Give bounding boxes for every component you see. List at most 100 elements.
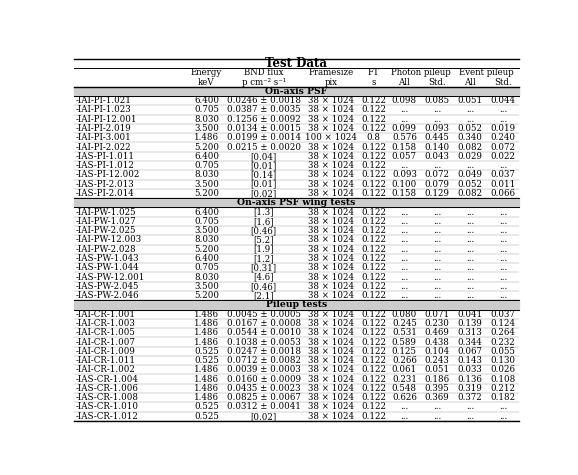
Text: 0.122: 0.122 <box>361 180 386 189</box>
Text: ...: ... <box>466 105 474 114</box>
Text: [0.02]: [0.02] <box>251 412 277 421</box>
Text: 0.266: 0.266 <box>392 356 417 365</box>
Text: ...: ... <box>499 236 507 244</box>
Text: 0.525: 0.525 <box>194 412 219 421</box>
Text: ...: ... <box>466 161 474 170</box>
Text: 1.486: 1.486 <box>194 393 219 402</box>
Text: 6.400: 6.400 <box>194 152 219 161</box>
Text: ...: ... <box>400 114 409 124</box>
Text: 0.041: 0.041 <box>457 310 483 319</box>
Text: 38 × 1024: 38 × 1024 <box>308 338 354 346</box>
Text: 0.108: 0.108 <box>490 375 516 384</box>
Text: 0.100: 0.100 <box>392 180 417 189</box>
Text: 38 × 1024: 38 × 1024 <box>308 263 354 272</box>
Text: 0.122: 0.122 <box>361 114 386 124</box>
Text: 38 × 1024: 38 × 1024 <box>308 347 354 356</box>
Text: 0.264: 0.264 <box>491 328 516 337</box>
Text: ...: ... <box>466 217 474 226</box>
Bar <box>75 300 519 310</box>
Text: [2.1]: [2.1] <box>253 291 274 300</box>
Text: -IAI-CR-1.003: -IAI-CR-1.003 <box>76 319 136 328</box>
Text: -IAI-PW-1.025: -IAI-PW-1.025 <box>76 208 136 217</box>
Text: 38 × 1024: 38 × 1024 <box>308 105 354 114</box>
Text: 0.124: 0.124 <box>490 319 516 328</box>
Text: 0.438: 0.438 <box>425 338 450 346</box>
Text: 0.0544 ± 0.0010: 0.0544 ± 0.0010 <box>227 328 301 337</box>
Text: 0.122: 0.122 <box>361 124 386 133</box>
Text: 0.230: 0.230 <box>425 319 450 328</box>
Text: 38 × 1024: 38 × 1024 <box>308 180 354 189</box>
Text: 3.500: 3.500 <box>194 124 219 133</box>
Text: 0.212: 0.212 <box>490 384 516 393</box>
Text: ...: ... <box>499 161 507 170</box>
Text: -IAS-PI-1.012: -IAS-PI-1.012 <box>76 161 135 170</box>
Text: 5.200: 5.200 <box>194 142 219 152</box>
Text: 38 × 1024: 38 × 1024 <box>308 319 354 328</box>
Text: Test Data: Test Data <box>265 57 327 70</box>
Text: 5.200: 5.200 <box>194 189 219 198</box>
Text: 1.486: 1.486 <box>194 375 219 384</box>
Text: 0.122: 0.122 <box>361 393 386 402</box>
Text: 0.122: 0.122 <box>361 328 386 337</box>
Text: 0.372: 0.372 <box>458 393 483 402</box>
Text: 0.026: 0.026 <box>490 365 516 374</box>
Text: -IAI-PI-1.023: -IAI-PI-1.023 <box>76 105 131 114</box>
Text: 0.080: 0.080 <box>392 310 417 319</box>
Text: [1.9]: [1.9] <box>253 245 274 254</box>
Text: Std.: Std. <box>428 77 446 86</box>
Text: 0.122: 0.122 <box>361 319 386 328</box>
Text: 0.158: 0.158 <box>392 189 417 198</box>
Text: ...: ... <box>499 263 507 272</box>
Text: 38 × 1024: 38 × 1024 <box>308 402 354 411</box>
Text: 0.139: 0.139 <box>458 319 483 328</box>
Text: BND flux: BND flux <box>244 68 284 77</box>
Text: -IAI-CR-1.005: -IAI-CR-1.005 <box>76 328 136 337</box>
Text: -IAI-PW-2.025: -IAI-PW-2.025 <box>76 226 136 235</box>
Text: ...: ... <box>466 402 474 411</box>
Text: 0.548: 0.548 <box>392 384 417 393</box>
Text: ...: ... <box>400 412 409 421</box>
Text: ...: ... <box>433 208 442 217</box>
Text: ...: ... <box>400 402 409 411</box>
Text: ...: ... <box>433 254 442 263</box>
Text: 0.082: 0.082 <box>457 189 483 198</box>
Text: ...: ... <box>433 114 442 124</box>
Text: ...: ... <box>433 402 442 411</box>
Text: -IAI-CR-1.007: -IAI-CR-1.007 <box>76 338 136 346</box>
Text: -IAS-PI-2.014: -IAS-PI-2.014 <box>76 189 135 198</box>
Text: 0.122: 0.122 <box>361 189 386 198</box>
Text: ...: ... <box>400 236 409 244</box>
Text: ...: ... <box>400 291 409 300</box>
Text: [0.14]: [0.14] <box>251 171 277 180</box>
Text: 0.0712 ± 0.0082: 0.0712 ± 0.0082 <box>227 356 301 365</box>
Text: 0.122: 0.122 <box>361 375 386 384</box>
Text: -IAS-PW-1.044: -IAS-PW-1.044 <box>76 263 139 272</box>
Text: 0.051: 0.051 <box>425 365 450 374</box>
Text: -IAI-CR-1.011: -IAI-CR-1.011 <box>76 356 136 365</box>
Text: 0.369: 0.369 <box>425 393 450 402</box>
Text: ...: ... <box>400 282 409 291</box>
Text: 1.486: 1.486 <box>194 338 219 346</box>
Text: 0.8: 0.8 <box>366 133 381 142</box>
Text: ...: ... <box>499 412 507 421</box>
Text: 1.486: 1.486 <box>194 384 219 393</box>
Text: -IAS-CR-1.006: -IAS-CR-1.006 <box>76 384 139 393</box>
Text: 3.500: 3.500 <box>194 226 219 235</box>
Text: 0.122: 0.122 <box>361 245 386 254</box>
Text: ...: ... <box>433 291 442 300</box>
Text: -IAS-CR-1.004: -IAS-CR-1.004 <box>76 375 139 384</box>
Text: 0.158: 0.158 <box>392 142 417 152</box>
Text: 0.099: 0.099 <box>392 124 417 133</box>
Text: ...: ... <box>499 226 507 235</box>
Text: [0.01]: [0.01] <box>251 180 277 189</box>
Text: ...: ... <box>499 245 507 254</box>
Text: 0.1038 ± 0.0053: 0.1038 ± 0.0053 <box>227 338 301 346</box>
Text: 0.186: 0.186 <box>425 375 450 384</box>
Text: -IAS-CR-1.008: -IAS-CR-1.008 <box>76 393 139 402</box>
Text: ...: ... <box>466 245 474 254</box>
Text: ...: ... <box>466 273 474 282</box>
Text: ...: ... <box>400 161 409 170</box>
Text: ...: ... <box>499 217 507 226</box>
Text: -IAS-PI-12.002: -IAS-PI-12.002 <box>76 171 140 180</box>
Text: 0.531: 0.531 <box>392 328 417 337</box>
